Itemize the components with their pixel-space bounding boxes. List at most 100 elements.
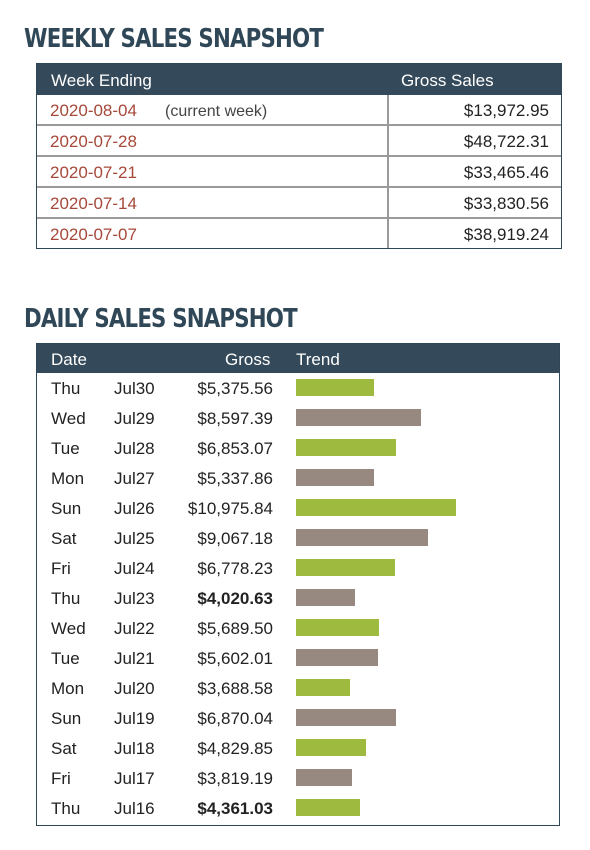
gross-sales-amount: $13,972.95	[463, 101, 549, 120]
day-of-week: Sun	[51, 499, 82, 518]
trend-bar	[296, 379, 374, 396]
week-note: (current week)	[165, 103, 268, 120]
weekly-rows: 2020-08-04 (current week) $13,972.95 2020-0…	[37, 95, 561, 248]
daily-row: Mon Jul27 $5,337.86	[37, 463, 559, 493]
trend-bar	[296, 589, 355, 606]
daily-gross-amount: $5,375.56	[197, 379, 273, 398]
day-date: Jul29	[114, 409, 155, 428]
daily-gross-amount: $4,361.03	[197, 799, 273, 818]
weekly-row: 2020-07-07 $38,919.24	[37, 217, 561, 248]
daily-row: Thu Jul23 $4,020.63	[37, 583, 559, 613]
week-ending-column-header: Week Ending	[51, 71, 152, 90]
trend-column-header: Trend	[296, 350, 340, 369]
daily-sales-title: DAILY SALES SNAPSHOT	[24, 304, 298, 334]
trend-bar	[296, 709, 396, 726]
weekly-row: 2020-07-14 $33,830.56	[37, 186, 561, 217]
daily-gross-amount: $6,778.23	[197, 559, 273, 578]
day-date: Jul26	[114, 499, 155, 518]
daily-row: Sun Jul26 $10,975.84	[37, 493, 559, 523]
day-date: Jul17	[114, 769, 155, 788]
daily-row: Thu Jul30 $5,375.56	[37, 373, 559, 403]
daily-row: Fri Jul24 $6,778.23	[37, 553, 559, 583]
daily-gross-amount: $4,020.63	[197, 589, 273, 608]
week-ending-link[interactable]: 2020-07-21	[50, 163, 137, 182]
trend-bar	[296, 499, 456, 516]
day-of-week: Thu	[51, 799, 81, 818]
day-of-week: Tue	[51, 439, 80, 458]
gross-sales-amount: $33,465.46	[463, 163, 549, 182]
daily-row: Fri Jul17 $3,819.19	[37, 763, 559, 793]
day-date: Jul16	[114, 799, 155, 818]
daily-row: Wed Jul29 $8,597.39	[37, 403, 559, 433]
day-date: Jul19	[114, 709, 155, 728]
daily-row: Tue Jul21 $5,602.01	[37, 643, 559, 673]
daily-row: Sun Jul19 $6,870.04	[37, 703, 559, 733]
daily-row: Tue Jul28 $6,853.07	[37, 433, 559, 463]
weekly-row: 2020-08-04 (current week) $13,972.95	[37, 95, 561, 124]
daily-gross-amount: $6,870.04	[197, 709, 273, 728]
daily-gross-amount: $6,853.07	[197, 439, 273, 458]
trend-bar	[296, 649, 378, 666]
day-of-week: Thu	[51, 589, 81, 608]
daily-gross-amount: $4,829.85	[197, 739, 273, 758]
trend-bar	[296, 409, 421, 426]
column-divider	[387, 188, 389, 217]
day-of-week: Sun	[51, 709, 82, 728]
column-divider	[387, 219, 389, 248]
day-of-week: Thu	[51, 379, 81, 398]
daily-row: Sat Jul18 $4,829.85	[37, 733, 559, 763]
day-date: Jul30	[114, 379, 155, 398]
daily-sales-table: Date Gross Trend Thu Jul30 $5,375.56 Wed Jul…	[36, 343, 560, 826]
week-ending-link[interactable]: 2020-07-07	[50, 225, 137, 244]
daily-gross-amount: $5,337.86	[197, 469, 273, 488]
day-date: Jul27	[114, 469, 155, 488]
gross-sales-amount: $48,722.31	[463, 132, 549, 151]
gross-sales-amount: $33,830.56	[463, 194, 549, 213]
day-of-week: Fri	[51, 559, 71, 578]
day-date: Jul20	[114, 679, 155, 698]
trend-bar	[296, 679, 350, 696]
day-date: Jul25	[114, 529, 155, 548]
day-of-week: Fri	[51, 769, 71, 788]
day-of-week: Tue	[51, 649, 80, 668]
gross-column-header: Gross	[225, 350, 271, 369]
column-divider	[387, 95, 389, 124]
daily-rows: Thu Jul30 $5,375.56 Wed Jul29 $8,597.39 Tue Jul…	[37, 373, 559, 823]
daily-gross-amount: $3,819.19	[197, 769, 273, 788]
daily-gross-amount: $10,975.84	[187, 499, 273, 518]
day-date: Jul18	[114, 739, 155, 758]
daily-row: Mon Jul20 $3,688.58	[37, 673, 559, 703]
weekly-sales-table: Week Ending Gross Sales 2020-08-04 (curre…	[36, 63, 562, 249]
column-divider	[387, 157, 389, 186]
day-of-week: Wed	[51, 619, 86, 638]
day-of-week: Sat	[51, 739, 77, 758]
daily-row: Thu Jul16 $4,361.03	[37, 793, 559, 823]
day-date: Jul23	[114, 589, 155, 608]
trend-bar	[296, 799, 360, 816]
weekly-table-header: Week Ending Gross Sales	[37, 64, 561, 95]
day-of-week: Sat	[51, 529, 77, 548]
daily-gross-amount: $5,689.50	[197, 619, 273, 638]
daily-row: Sat Jul25 $9,067.18	[37, 523, 559, 553]
day-date: Jul22	[114, 619, 155, 638]
column-divider	[387, 126, 389, 155]
week-ending-link[interactable]: 2020-07-28	[50, 132, 137, 151]
weekly-row: 2020-07-28 $48,722.31	[37, 124, 561, 155]
date-column-header: Date	[51, 350, 87, 369]
daily-table-header: Date Gross Trend	[37, 344, 559, 373]
day-of-week: Wed	[51, 409, 86, 428]
daily-gross-amount: $5,602.01	[197, 649, 273, 668]
trend-bar	[296, 739, 366, 756]
week-ending-link[interactable]: 2020-07-14	[50, 194, 137, 213]
daily-gross-amount: $3,688.58	[197, 679, 273, 698]
week-ending-link[interactable]: 2020-08-04	[50, 101, 137, 120]
trend-bar	[296, 769, 352, 786]
gross-sales-column-header: Gross Sales	[401, 71, 494, 90]
day-date: Jul21	[114, 649, 155, 668]
daily-gross-amount: $8,597.39	[197, 409, 273, 428]
weekly-sales-title: WEEKLY SALES SNAPSHOT	[24, 24, 324, 54]
day-date: Jul28	[114, 439, 155, 458]
trend-bar	[296, 439, 396, 456]
trend-bar	[296, 469, 374, 486]
day-date: Jul24	[114, 559, 155, 578]
